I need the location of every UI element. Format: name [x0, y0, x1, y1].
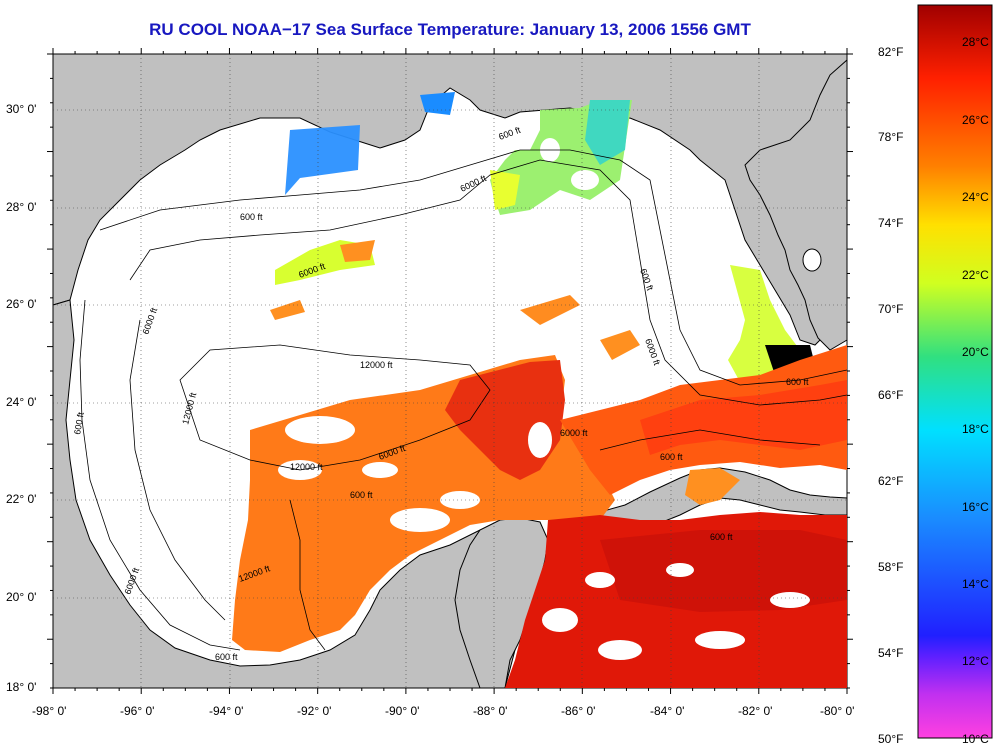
- lat-label: 18° 0': [6, 680, 37, 694]
- colorbar-c-label: 26°C: [962, 113, 989, 127]
- colorbar-c-label: 12°C: [962, 654, 989, 668]
- cloud-gaps: [278, 138, 810, 660]
- colorbar-f-label: 82°F: [878, 45, 904, 59]
- graticule: [53, 54, 847, 688]
- lat-label: 22° 0': [6, 492, 37, 506]
- colorbar-f-label: 58°F: [878, 560, 904, 574]
- lon-label: -82° 0': [738, 704, 773, 718]
- lake-okeechobee: [802, 248, 822, 272]
- contour-label: 600 ft: [786, 377, 809, 387]
- yucatan-land: [454, 517, 549, 689]
- colorbar-f-label: 78°F: [878, 130, 904, 144]
- lat-label: 26° 0': [6, 297, 37, 311]
- lon-label: -88° 0': [473, 704, 508, 718]
- colorbar-c-label: 24°C: [962, 190, 989, 204]
- colorbar-f-label: 74°F: [878, 216, 904, 230]
- lon-label: -96° 0': [120, 704, 155, 718]
- contour-label: 12000 ft: [290, 462, 323, 472]
- contour-label: 12000 ft: [360, 360, 393, 370]
- lat-label: 28° 0': [6, 200, 37, 214]
- bathymetry-contours: [79, 149, 848, 651]
- lon-label: -94° 0': [209, 704, 244, 718]
- colorbar-c-label: 18°C: [962, 422, 989, 436]
- colorbar-c-label: 20°C: [962, 345, 989, 359]
- colorbar-f-label: 62°F: [878, 474, 904, 488]
- colorbar-f-label: 54°F: [878, 646, 904, 660]
- lon-label: -90° 0': [385, 704, 420, 718]
- contour-label: 600 ft: [72, 411, 86, 435]
- colorbar: [917, 4, 993, 739]
- lon-label: -86° 0': [561, 704, 596, 718]
- lat-label: 24° 0': [6, 395, 37, 409]
- lon-label: -98° 0': [32, 704, 67, 718]
- colorbar-c-label: 16°C: [962, 500, 989, 514]
- contour-label: 600 ft: [215, 652, 238, 662]
- colorbar-c-label: 28°C: [962, 35, 989, 49]
- map-title: RU COOL NOAA−17 Sea Surface Temperature:…: [149, 20, 751, 39]
- colorbar-f-label: 50°F: [878, 732, 904, 746]
- lat-label: 20° 0': [6, 590, 37, 604]
- colorbar-c-label: 22°C: [962, 268, 989, 282]
- contour-label: 600 ft: [660, 452, 683, 462]
- lon-label: -80° 0': [820, 704, 855, 718]
- lon-label: -92° 0': [297, 704, 332, 718]
- lat-label: 30° 0': [6, 102, 37, 116]
- colorbar-c-label: 10°C: [962, 732, 989, 746]
- us-gulf-coast-land: [52, 53, 848, 346]
- frame-ticks: [47, 48, 853, 694]
- contour-label: 600 ft: [710, 532, 733, 542]
- contour-label: 600 ft: [350, 490, 373, 500]
- contour-label: 6000 ft: [560, 428, 588, 438]
- florida-land: [744, 54, 848, 351]
- lon-label: -84° 0': [650, 704, 685, 718]
- colorbar-c-label: 14°C: [962, 577, 989, 591]
- colorbar-f-label: 66°F: [878, 388, 904, 402]
- sst-swath-louisiana: [285, 125, 360, 195]
- colorbar-f-label: 70°F: [878, 302, 904, 316]
- contour-label: 600 ft: [240, 212, 263, 222]
